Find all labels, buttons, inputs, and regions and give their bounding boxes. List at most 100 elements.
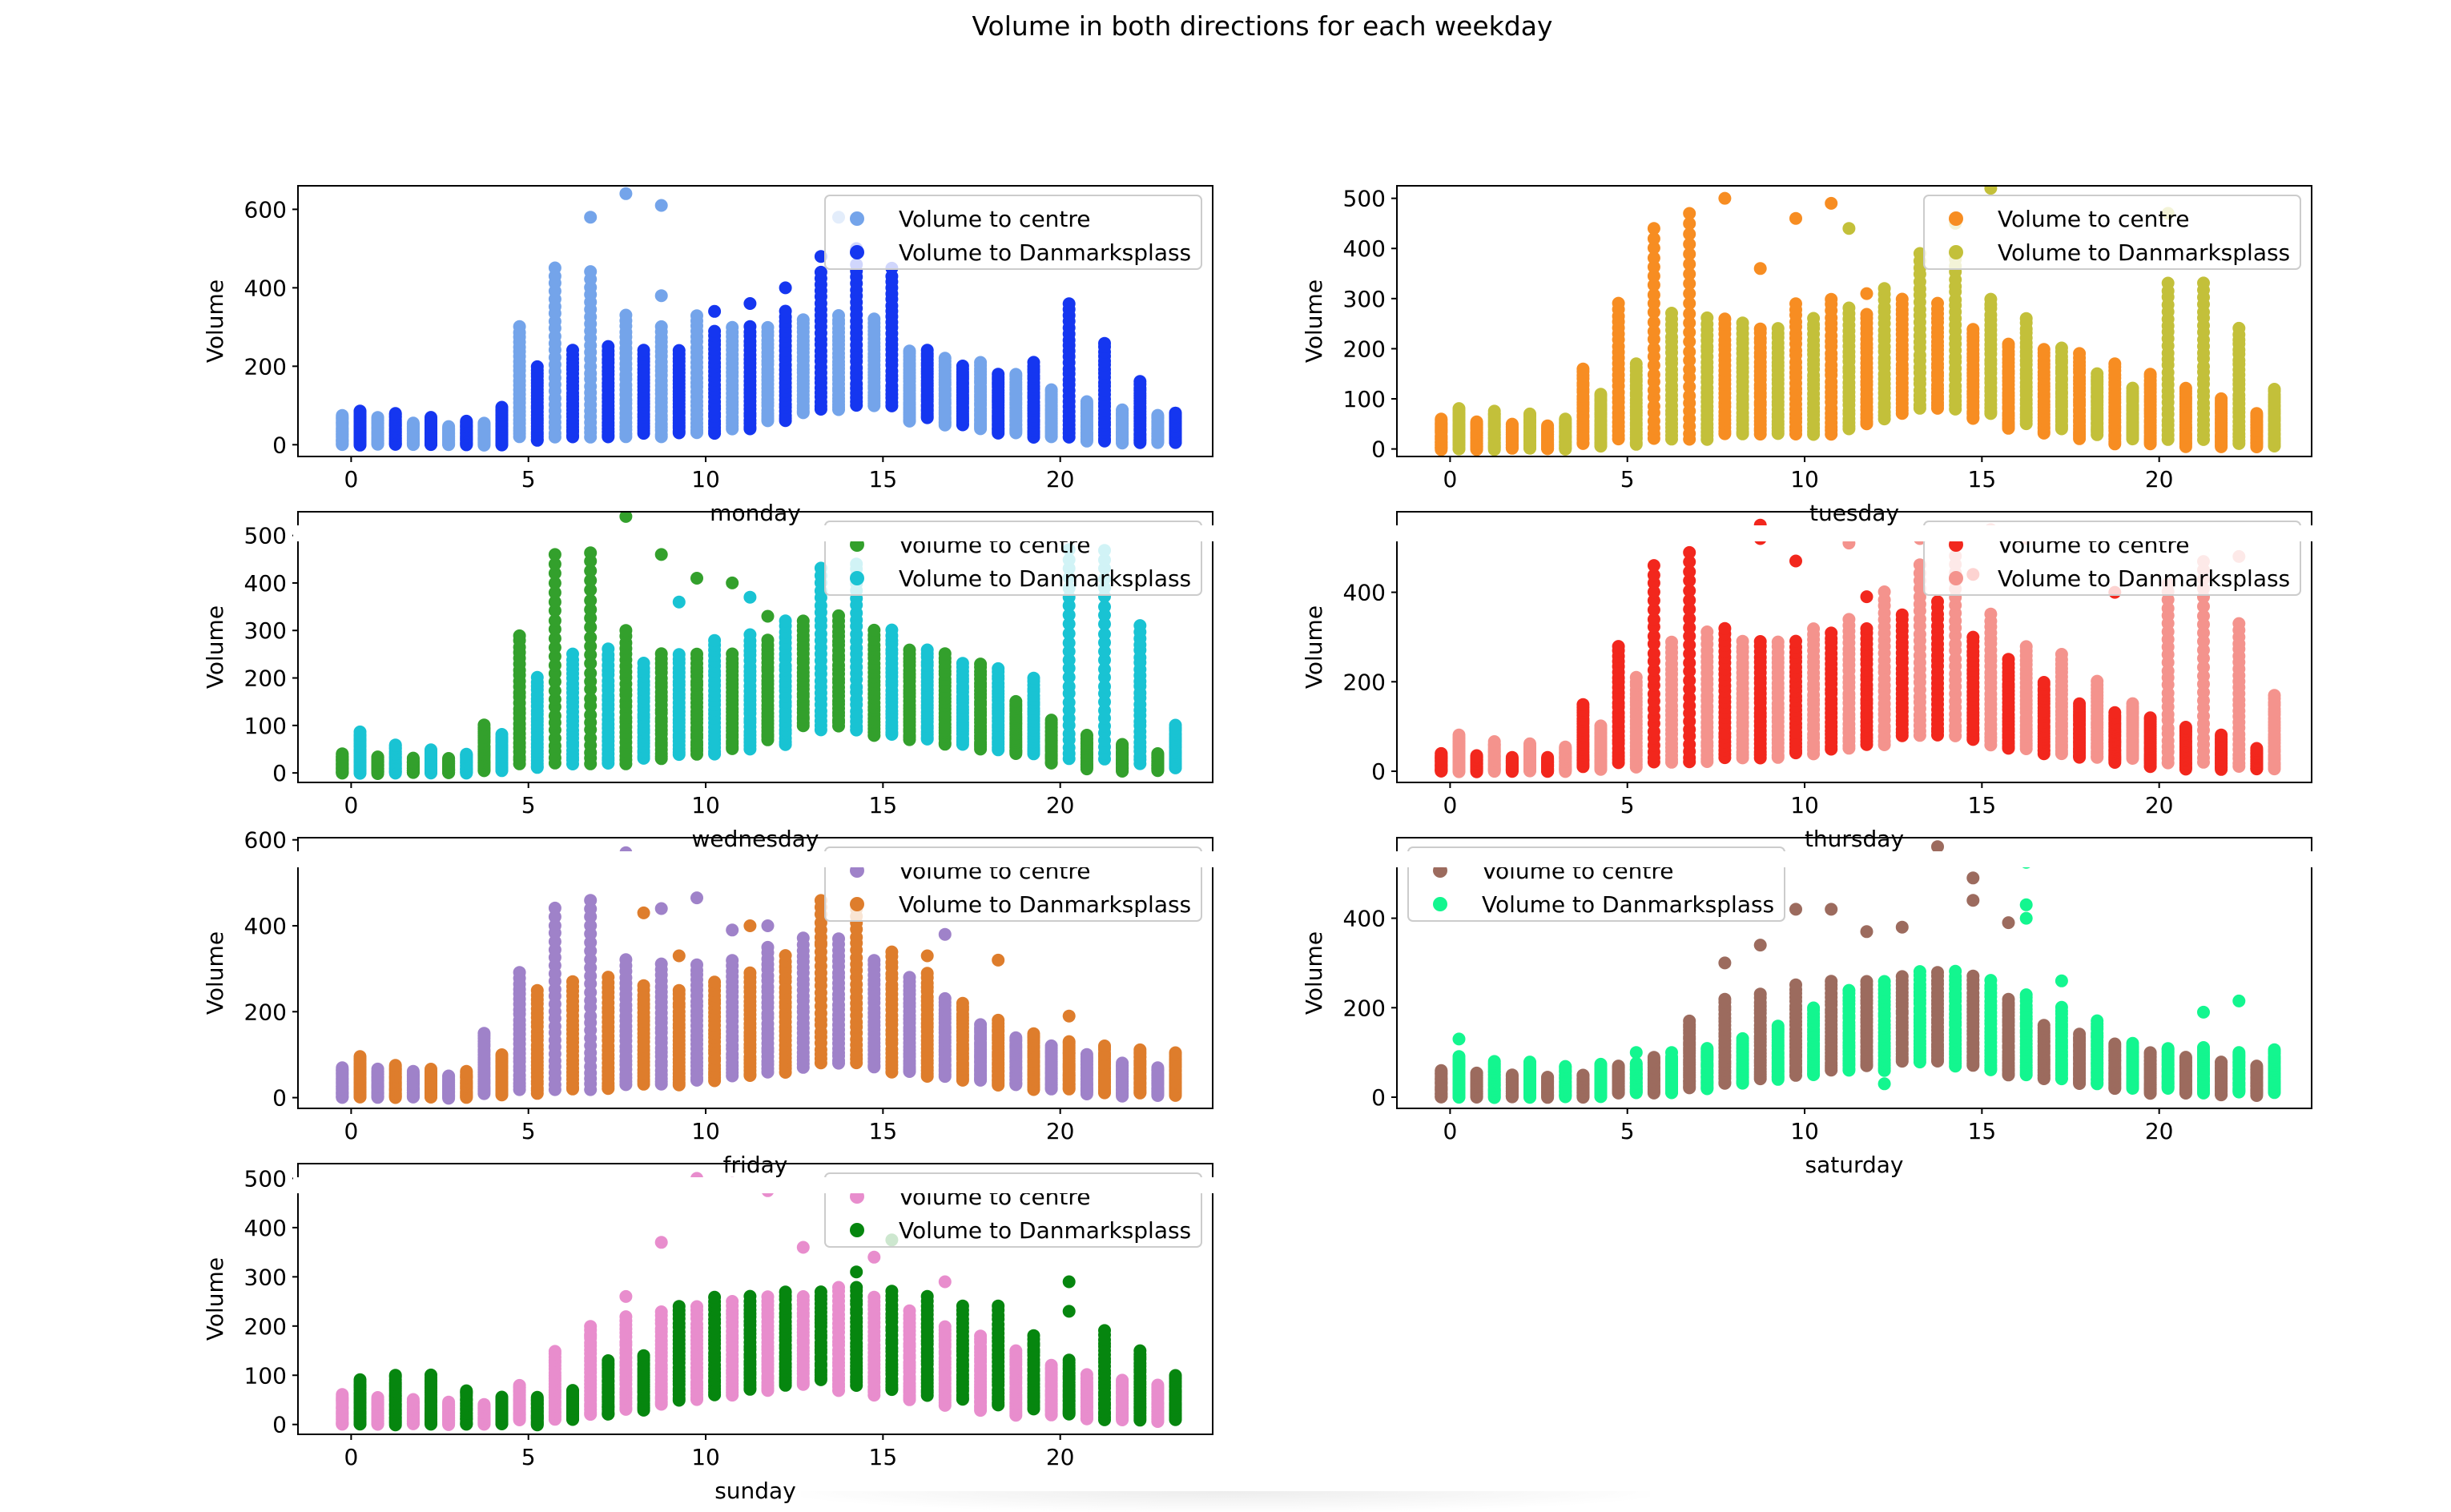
scatter-point — [743, 320, 757, 333]
scatter-point — [1452, 728, 1466, 742]
scatter-point — [619, 308, 633, 322]
scatter-point — [708, 304, 722, 318]
scatter-point — [726, 647, 739, 661]
scatter-point — [2108, 706, 2122, 719]
scatter-point — [1860, 308, 1873, 321]
scatter-point — [336, 747, 349, 761]
y-tick-label: 300 — [244, 617, 287, 644]
scatter-point — [371, 411, 384, 424]
scatter-point — [548, 586, 561, 599]
scatter-point — [1683, 380, 1696, 393]
scatter-point — [1559, 740, 1572, 754]
scatter-point — [1505, 417, 1519, 431]
scatter-point — [1487, 735, 1501, 748]
scatter-point — [584, 621, 598, 634]
scatter-point — [992, 368, 1005, 381]
legend-label: Volume to centre — [1998, 206, 2190, 232]
x-tick-label: 0 — [344, 792, 358, 818]
scatter-point — [584, 573, 598, 587]
scatter-point — [1825, 626, 1838, 640]
scatter-point — [1062, 617, 1076, 631]
scatter-point — [1931, 296, 1944, 310]
scatter-point — [1098, 600, 1111, 613]
scatter-point — [2179, 721, 2192, 734]
scatter-point — [1789, 634, 1802, 648]
scatter-point — [1612, 296, 1625, 310]
scatter-point — [956, 657, 969, 670]
axes-frame — [297, 185, 1213, 457]
scatter-point — [460, 414, 473, 428]
scatter-point — [1736, 634, 1749, 648]
scatter-point — [637, 657, 650, 670]
scatter-point — [1825, 196, 1838, 210]
scatter-point — [584, 631, 598, 644]
scatter-point — [619, 624, 633, 637]
scatter-point — [2055, 341, 2068, 355]
scatter-point — [726, 576, 739, 589]
scatter-point — [1966, 630, 1980, 644]
scatter-point — [2002, 337, 2015, 351]
scatter-point — [566, 647, 579, 661]
scatter-point — [1647, 324, 1660, 338]
legend-frame — [1923, 195, 2301, 270]
scatter-point — [388, 407, 402, 420]
legend-marker — [850, 211, 864, 226]
scatter-point — [1931, 595, 1944, 609]
scatter-point — [1665, 635, 1678, 649]
scatter-point — [1842, 301, 1856, 315]
scatter-point — [1647, 663, 1660, 677]
scatter-point — [1062, 627, 1076, 641]
scatter-point — [1062, 670, 1076, 684]
series-centre — [336, 512, 1165, 780]
scatter-point — [1647, 613, 1660, 626]
scatter-point — [1683, 593, 1696, 607]
scatter-point — [654, 199, 668, 212]
plot-area — [336, 187, 1182, 452]
plot-area — [1435, 518, 2281, 778]
scatter-point — [1062, 608, 1076, 621]
scatter-point — [460, 747, 473, 761]
scatter-point — [1647, 585, 1660, 599]
scatter-point — [495, 728, 509, 741]
scatter-point — [1647, 400, 1660, 413]
scatter-point — [1753, 322, 1767, 336]
scatter-point — [2073, 697, 2087, 710]
scatter-point — [1647, 288, 1660, 302]
scatter-point — [1842, 222, 1856, 235]
scatter-point — [353, 725, 367, 738]
scatter-point — [2108, 357, 2122, 371]
scatter-point — [584, 603, 598, 617]
scatter-point — [2268, 383, 2281, 396]
scatter-point — [1098, 680, 1111, 694]
scatter-point — [1984, 186, 1998, 195]
legend-label: Volume to Danmarksplass — [899, 239, 1191, 266]
scatter-point — [1842, 613, 1856, 626]
scatter-point — [2250, 407, 2264, 420]
scatter-point — [1062, 636, 1076, 649]
figure-title: Volume in both directions for each weekd… — [972, 10, 1553, 42]
scatter-point — [1683, 335, 1696, 348]
scatter-point — [602, 340, 615, 353]
scatter-point — [2073, 347, 2087, 360]
scatter-point — [2019, 312, 2033, 325]
scatter-point — [2179, 381, 2192, 395]
x-tick-label: 0 — [344, 466, 358, 493]
scatter-point — [548, 614, 561, 627]
x-tick-label: 15 — [869, 792, 898, 818]
scatter-point — [2019, 640, 2033, 653]
series-danmarksplass — [353, 543, 1182, 780]
legend-marker — [1949, 245, 1963, 259]
y-tick-label: 300 — [1343, 286, 1386, 312]
scatter-point — [584, 666, 598, 680]
scatter-point — [1559, 412, 1572, 426]
scatter-point — [1647, 342, 1660, 356]
scatter-point — [885, 623, 899, 637]
scatter-point — [1009, 368, 1023, 381]
scatter-point — [2037, 676, 2051, 689]
scatter-point — [1913, 558, 1926, 572]
scatter-point — [1098, 662, 1111, 676]
legend-label: Volume to Danmarksplass — [899, 565, 1191, 592]
scatter-point — [974, 657, 988, 671]
scatter-point — [1647, 269, 1660, 283]
